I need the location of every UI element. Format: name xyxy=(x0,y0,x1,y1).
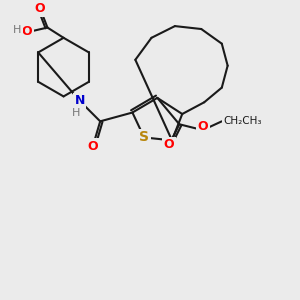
Text: N: N xyxy=(74,94,85,107)
Text: O: O xyxy=(35,2,45,15)
Text: H: H xyxy=(72,108,80,118)
Text: S: S xyxy=(139,130,149,144)
Text: CH₂CH₃: CH₂CH₃ xyxy=(223,116,262,126)
Text: O: O xyxy=(197,120,208,133)
Text: O: O xyxy=(22,26,32,38)
Text: O: O xyxy=(164,138,174,151)
Text: O: O xyxy=(88,140,98,153)
Text: H: H xyxy=(13,26,21,35)
